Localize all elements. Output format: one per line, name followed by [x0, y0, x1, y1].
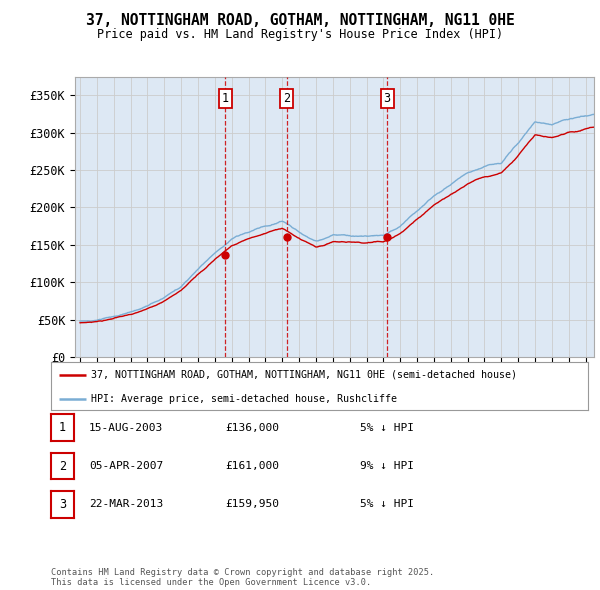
Text: 5% ↓ HPI: 5% ↓ HPI: [360, 500, 414, 509]
Text: 37, NOTTINGHAM ROAD, GOTHAM, NOTTINGHAM, NG11 0HE (semi-detached house): 37, NOTTINGHAM ROAD, GOTHAM, NOTTINGHAM,…: [91, 370, 517, 380]
Text: Price paid vs. HM Land Registry's House Price Index (HPI): Price paid vs. HM Land Registry's House …: [97, 28, 503, 41]
Text: 15-AUG-2003: 15-AUG-2003: [89, 423, 163, 432]
Text: 05-APR-2007: 05-APR-2007: [89, 461, 163, 471]
Text: 2: 2: [59, 460, 66, 473]
Text: 22-MAR-2013: 22-MAR-2013: [89, 500, 163, 509]
Text: 1: 1: [59, 421, 66, 434]
Text: 2: 2: [283, 92, 290, 105]
Text: 3: 3: [59, 498, 66, 511]
Text: HPI: Average price, semi-detached house, Rushcliffe: HPI: Average price, semi-detached house,…: [91, 394, 397, 404]
Text: 3: 3: [383, 92, 391, 105]
Text: £136,000: £136,000: [225, 423, 279, 432]
Text: £161,000: £161,000: [225, 461, 279, 471]
Text: 5% ↓ HPI: 5% ↓ HPI: [360, 423, 414, 432]
Text: £159,950: £159,950: [225, 500, 279, 509]
Text: 9% ↓ HPI: 9% ↓ HPI: [360, 461, 414, 471]
Text: Contains HM Land Registry data © Crown copyright and database right 2025.
This d: Contains HM Land Registry data © Crown c…: [51, 568, 434, 587]
Text: 1: 1: [222, 92, 229, 105]
Text: 37, NOTTINGHAM ROAD, GOTHAM, NOTTINGHAM, NG11 0HE: 37, NOTTINGHAM ROAD, GOTHAM, NOTTINGHAM,…: [86, 13, 514, 28]
